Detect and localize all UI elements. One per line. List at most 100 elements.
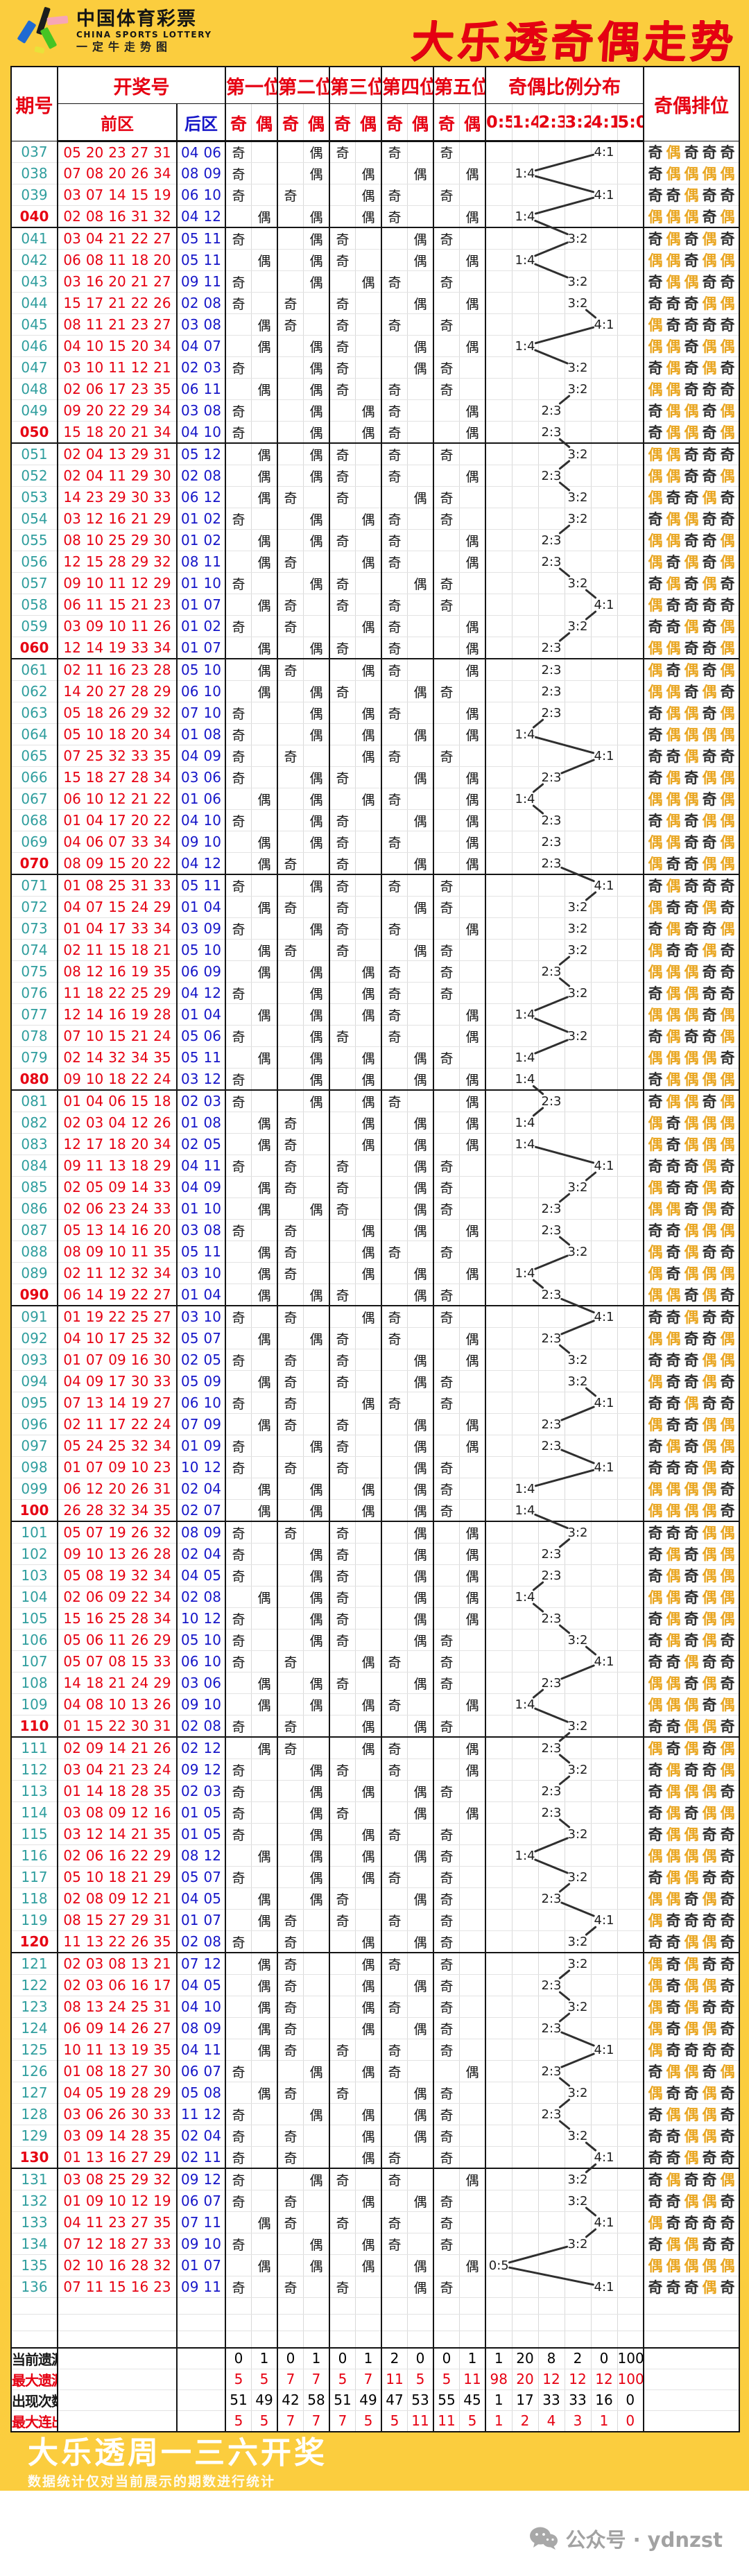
back-numbers: 01 05 bbox=[177, 1801, 226, 1824]
parity-even-cell: 偶 bbox=[303, 766, 330, 788]
parity-odd-cell bbox=[329, 399, 356, 422]
ratio-cell bbox=[617, 1499, 645, 1522]
ratio-cell bbox=[617, 2146, 645, 2169]
ratio-cell bbox=[591, 1327, 618, 1349]
rank-cell: 奇奇奇偶偶 bbox=[644, 292, 740, 314]
parity-odd-cell: 奇 bbox=[381, 917, 408, 940]
ratio-cell bbox=[485, 1996, 513, 2018]
back-numbers: 09 10 bbox=[177, 1693, 226, 1715]
parity-even-cell bbox=[459, 1953, 486, 1975]
parity-even-cell bbox=[355, 1758, 382, 1781]
ratio-cell bbox=[485, 1283, 513, 1306]
parity-even-cell bbox=[355, 378, 382, 400]
parity-even-cell bbox=[355, 529, 382, 551]
parity-even-cell bbox=[251, 2125, 278, 2147]
ratio-cell bbox=[485, 227, 513, 250]
ratio-cell bbox=[485, 1370, 513, 1392]
parity-odd-cell: 奇 bbox=[225, 1456, 252, 1478]
parity-even-cell: 偶 bbox=[251, 1996, 278, 2018]
stats-value: 42 bbox=[277, 2389, 304, 2411]
front-numbers: 07 10 15 21 24 bbox=[58, 1025, 178, 1047]
parity-odd-cell bbox=[433, 917, 460, 940]
stats-row: 出现次数514942585149475355451173333160 bbox=[11, 2389, 740, 2411]
parity-odd-cell: 奇 bbox=[381, 399, 408, 422]
ratio-cell bbox=[565, 637, 592, 659]
period-cell: 112 bbox=[11, 1758, 58, 1781]
ratio-cell bbox=[565, 1499, 592, 1522]
parity-even-cell: 偶 bbox=[459, 551, 486, 573]
parity-even-cell bbox=[407, 2211, 434, 2233]
spacer-cell bbox=[565, 2331, 592, 2348]
draw-row: 052 02 04 11 29 30 02 08 偶偶奇奇偶 2:3 偶偶奇奇偶 bbox=[11, 465, 740, 487]
ratio-cell bbox=[565, 551, 592, 573]
ratio-cell bbox=[485, 443, 513, 465]
parity-even-cell: 偶 bbox=[355, 1090, 382, 1112]
ratio-cell: 1:4 bbox=[512, 788, 539, 810]
ratio-cell bbox=[512, 1370, 539, 1392]
parity-even-cell: 偶 bbox=[355, 1693, 382, 1715]
front-numbers: 08 13 24 25 31 bbox=[58, 1996, 178, 2018]
parity-odd-cell: 奇 bbox=[381, 1650, 408, 1672]
parity-odd-cell bbox=[329, 1068, 356, 1091]
parity-even-cell bbox=[303, 2146, 330, 2169]
ratio-col-0-5: 0:5 bbox=[485, 103, 513, 142]
parity-odd-cell bbox=[433, 659, 460, 681]
back-numbers: 05 08 bbox=[177, 2082, 226, 2104]
parity-odd-cell bbox=[381, 1844, 408, 1867]
rank-cell: 偶偶奇奇偶 bbox=[644, 831, 740, 853]
parity-even-cell: 偶 bbox=[355, 1003, 382, 1026]
period-cell: 108 bbox=[11, 1672, 58, 1694]
parity-odd-cell: 奇 bbox=[433, 1046, 460, 1069]
parity-even-cell bbox=[407, 960, 434, 983]
parity-even-cell: 偶 bbox=[251, 1262, 278, 1284]
stats-value: 12 bbox=[538, 2369, 565, 2390]
spacer-cell bbox=[407, 2297, 434, 2315]
parity-even-cell bbox=[459, 1478, 486, 1500]
parity-odd-cell bbox=[329, 1241, 356, 1263]
draw-row: 118 02 08 09 12 21 04 05 偶偶奇偶奇 2:3 偶偶奇偶奇 bbox=[11, 1887, 740, 1910]
ratio-cell: 4:1 bbox=[591, 1456, 618, 1478]
rank-cell: 偶偶偶奇偶 bbox=[644, 1003, 740, 1026]
parity-even-cell: 偶 bbox=[355, 1306, 382, 1328]
draw-row: 133 04 11 23 27 35 07 11 偶奇奇奇奇 4:1 偶奇奇奇奇 bbox=[11, 2211, 740, 2233]
parity-odd-cell: 奇 bbox=[225, 745, 252, 767]
ratio-cell bbox=[512, 2211, 539, 2233]
parity-odd-cell bbox=[381, 1672, 408, 1694]
ratio-cell: 4:1 bbox=[591, 745, 618, 767]
parity-odd-cell: 奇 bbox=[225, 2233, 252, 2255]
parity-odd-cell: 奇 bbox=[329, 680, 356, 702]
parity-even-cell: 偶 bbox=[303, 637, 330, 659]
front-numbers: 01 04 17 33 34 bbox=[58, 917, 178, 940]
ratio-cell bbox=[565, 1219, 592, 1241]
ratio-cell bbox=[565, 1780, 592, 1802]
ratio-cell bbox=[485, 1586, 513, 1608]
parity-even-cell bbox=[355, 917, 382, 940]
stats-row: 当前遗漏0101012001120820100 bbox=[11, 2346, 740, 2369]
front-numbers: 05 18 26 29 32 bbox=[58, 702, 178, 724]
parity-even-cell: 偶 bbox=[355, 723, 382, 745]
ratio-cell bbox=[485, 1349, 513, 1371]
ratio-cell bbox=[485, 2276, 513, 2298]
back-numbers: 09 10 bbox=[177, 831, 226, 853]
ratio-cell bbox=[485, 1478, 513, 1500]
ratio-cell bbox=[512, 1801, 539, 1824]
stats-empty bbox=[177, 2389, 226, 2411]
front-numbers: 05 24 25 32 34 bbox=[58, 1435, 178, 1457]
ratio-cell bbox=[538, 249, 565, 271]
ratio-cell: 2:3 bbox=[538, 1219, 565, 1241]
col-header-pos3: 第三位 bbox=[329, 67, 382, 104]
parity-odd-cell bbox=[225, 1413, 252, 1435]
parity-odd-cell bbox=[277, 1844, 304, 1867]
parity-even-cell bbox=[251, 723, 278, 745]
parity-even-cell: 偶 bbox=[303, 162, 330, 184]
parity-odd-cell: 奇 bbox=[225, 399, 252, 422]
ratio-cell: 3:2 bbox=[565, 1823, 592, 1845]
ratio-cell: 3:2 bbox=[565, 1930, 592, 1953]
parity-odd-cell: 奇 bbox=[381, 529, 408, 551]
ratio-cell bbox=[617, 1478, 645, 1500]
stats-value: 3 bbox=[565, 2410, 592, 2432]
ratio-cell bbox=[512, 1543, 539, 1565]
parity-odd-cell: 奇 bbox=[225, 1758, 252, 1781]
parity-odd-cell bbox=[277, 788, 304, 810]
back-numbers: 05 10 bbox=[177, 1629, 226, 1651]
